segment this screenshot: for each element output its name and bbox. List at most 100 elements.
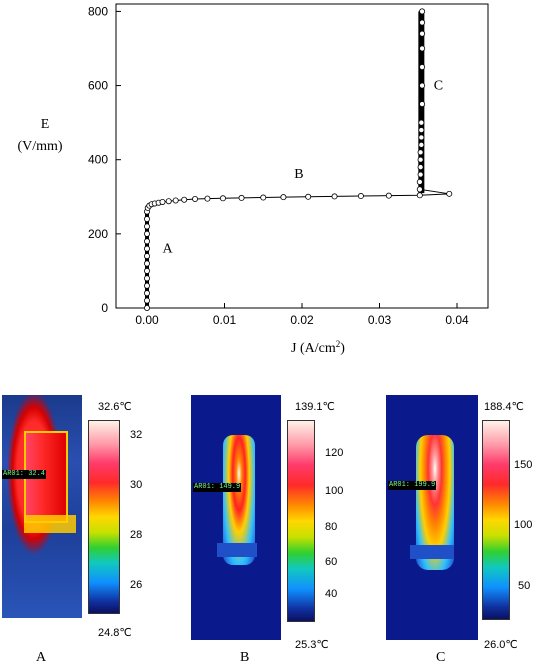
panel-label-a: A (36, 650, 47, 665)
data-point (418, 141, 425, 148)
thermal-panel-a: AR01: 32.4 32.6℃ 32 30 28 26 24.8℃ A (0, 385, 180, 666)
roi-label-c: AR01: 199.9 (388, 481, 437, 490)
data-point (192, 196, 199, 203)
data-point (357, 193, 364, 200)
roi-label-a: AR01: 32.4 (2, 470, 47, 479)
thermal-image-c: AR01: 199.9 (386, 395, 478, 640)
data-point (419, 82, 426, 89)
x-tick-label: 0.03 (368, 313, 392, 327)
colorbar-tick-b-0: 120 (325, 447, 344, 459)
panel-label-b: B (240, 650, 250, 665)
annotation-c: C (434, 78, 443, 93)
panel-label-c: C (436, 650, 446, 665)
annotation-b: B (294, 167, 303, 182)
data-point (418, 119, 425, 126)
data-point (416, 178, 423, 185)
y-axis-unit: (V/mm) (17, 139, 62, 154)
data-point (419, 8, 426, 15)
data-point (143, 238, 150, 245)
colorbar-max-b: 139.1℃ (295, 401, 335, 413)
data-point (419, 30, 426, 37)
data-point (143, 275, 150, 282)
data-point (143, 290, 150, 297)
data-point (280, 194, 287, 201)
electrode-c (410, 545, 454, 559)
data-point (260, 194, 267, 201)
data-point (143, 304, 150, 311)
colorbar-tick-b-1: 100 (325, 485, 344, 497)
data-point (331, 193, 338, 200)
colorbar-c (482, 420, 510, 620)
colorbar-min-c: 26.0℃ (484, 639, 518, 651)
colorbar-min-b: 25.3℃ (295, 639, 329, 651)
colorbar-tick-a-3: 26 (130, 579, 143, 591)
thermal-panel-c: AR01: 199.9 188.4℃ 150 100 50 26.0℃ C (380, 385, 544, 666)
data-point (416, 192, 423, 199)
y-tick-label: 200 (88, 227, 108, 241)
colorbar-tick-c-2: 50 (518, 580, 531, 592)
data-point (385, 192, 392, 199)
y-tick-label: 600 (88, 79, 108, 93)
data-point (446, 190, 453, 197)
x-tick-label: 0.00 (135, 313, 159, 327)
data-point (143, 230, 150, 237)
data-point (143, 245, 150, 252)
colorbar-b (287, 420, 315, 622)
thermal-panel-b: AR01: 149.9 139.1℃ 120 100 80 60 40 25.3… (185, 385, 365, 666)
thermal-image-b: AR01: 149.9 (191, 395, 281, 640)
data-point (418, 127, 425, 134)
x-tick-label: 0.01 (213, 313, 237, 327)
data-point (143, 297, 150, 304)
y-axis-label: E (41, 117, 50, 132)
colorbar-a (88, 420, 120, 614)
data-point (416, 186, 423, 193)
plot-frame (115, 3, 489, 309)
annotation-a: A (163, 241, 174, 256)
colorbar-tick-b-2: 80 (325, 521, 338, 533)
colorbar-max-a: 32.6℃ (98, 401, 132, 413)
data-point (417, 149, 424, 156)
data-point (143, 267, 150, 274)
y-tick-label: 0 (101, 301, 108, 315)
electrode-region (24, 515, 76, 533)
colorbar-tick-a-1: 30 (130, 479, 143, 491)
data-point (143, 253, 150, 260)
colorbar-tick-a-2: 28 (130, 529, 143, 541)
data-point (219, 195, 226, 202)
e-j-chart: 0.00 0.01 0.02 0.03 0.04 0 200 400 600 800 E (V/mm)… (17, 3, 489, 356)
data-point (143, 260, 150, 267)
data-point (143, 216, 150, 223)
colorbar-tick-b-4: 40 (325, 588, 338, 600)
data-point (159, 198, 166, 205)
data-point (419, 19, 426, 26)
data-point (143, 282, 150, 289)
data-point (417, 156, 424, 163)
y-tick-label: 400 (88, 153, 108, 167)
data-point (238, 194, 245, 201)
colorbar-tick-b-3: 60 (325, 556, 338, 568)
data-point (143, 223, 150, 230)
data-point (181, 196, 188, 203)
data-point (165, 198, 172, 205)
x-tick-label: 0.02 (290, 313, 314, 327)
colorbar-max-c: 188.4℃ (484, 401, 524, 413)
thermal-image-a: AR01: 32.4 (2, 395, 82, 618)
colorbar-tick-c-1: 100 (514, 519, 533, 531)
data-point (419, 64, 426, 71)
data-point (417, 171, 424, 178)
electrode-b (217, 543, 257, 557)
data-point (417, 164, 424, 171)
x-tick-label: 0.04 (445, 313, 469, 327)
data-point (418, 134, 425, 141)
roi-label-b: AR01: 149.9 (193, 483, 242, 492)
data-point (204, 195, 211, 202)
colorbar-tick-c-0: 150 (514, 459, 533, 471)
x-axis-label: J (A/cm2) (291, 339, 345, 356)
data-point (305, 193, 312, 200)
y-tick-label: 800 (88, 4, 108, 18)
colorbar-min-a: 24.8℃ (98, 627, 132, 639)
data-point (419, 101, 426, 108)
data-point (419, 45, 426, 52)
series-line (146, 11, 450, 308)
data-point (172, 197, 179, 204)
